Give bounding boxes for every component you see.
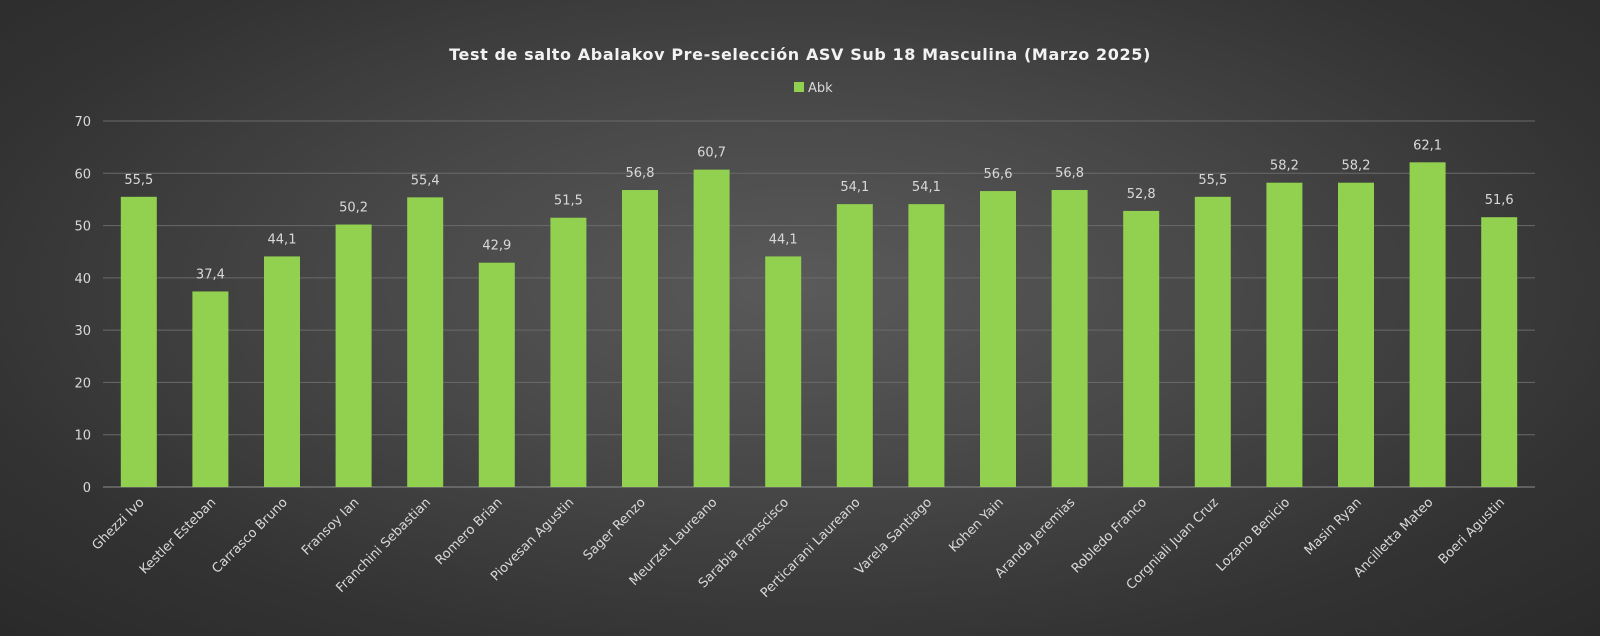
bar <box>693 169 730 487</box>
data-label: 56,8 <box>1055 166 1084 181</box>
bar <box>1194 196 1231 488</box>
bar <box>980 191 1016 487</box>
data-label: 37,4 <box>196 267 225 282</box>
x-tick-label: Kohen Yain <box>946 495 1006 555</box>
bar <box>622 190 658 487</box>
bar <box>1481 217 1518 487</box>
gridlines <box>103 120 1535 488</box>
x-tick-label: Varela Santiago <box>853 495 936 578</box>
data-label: 52,8 <box>1127 187 1156 202</box>
data-label: 56,8 <box>626 166 655 181</box>
data-label: 55,5 <box>124 173 153 188</box>
y-tick-label: 30 <box>74 324 91 339</box>
data-label: 58,2 <box>1270 159 1299 174</box>
data-label: 58,2 <box>1342 159 1371 174</box>
x-tick-label: Boeri Agustin <box>1436 495 1508 567</box>
chart-legend: Abk <box>794 81 833 96</box>
bar <box>1338 182 1374 487</box>
legend-swatch <box>794 82 804 92</box>
bar <box>765 256 802 487</box>
x-tick-label: Aranda Jeremias <box>992 495 1078 581</box>
x-tick-label: Lozano Benicio <box>1214 495 1294 575</box>
data-label: 42,9 <box>482 239 511 254</box>
bar <box>478 262 515 487</box>
data-label: 50,2 <box>339 201 368 216</box>
x-tick-label: Fransoy Ian <box>299 495 362 558</box>
bar <box>192 291 229 487</box>
x-tick-label: Sager Renzo <box>581 495 649 563</box>
data-label: 54,1 <box>840 180 869 195</box>
bar <box>335 224 372 488</box>
bar <box>1409 162 1446 487</box>
x-tick-label: Kestler Esteban <box>137 495 219 577</box>
data-label: 44,1 <box>769 232 798 247</box>
y-tick-label: 60 <box>74 167 91 182</box>
data-label: 60,7 <box>697 146 726 161</box>
data-labels: 55,5 37,4 44,1 50,2 55,4 42,9 51,5 56,8 60,7 44,1… <box>124 138 1513 282</box>
bars <box>120 162 1518 488</box>
data-label: 55,5 <box>1198 173 1227 188</box>
legend-label: Abk <box>808 81 833 96</box>
bar <box>120 196 157 488</box>
x-tick-label: Carrasco Bruno <box>209 495 290 576</box>
x-tick-label: Ancilletta Mateo <box>1351 495 1436 580</box>
x-tick-label: Robledo Franco <box>1069 495 1150 576</box>
x-tick-label: Masin Ryan <box>1302 495 1365 558</box>
data-label: 44,1 <box>268 232 297 247</box>
y-tick-label: 70 <box>74 115 91 130</box>
y-tick-label: 0 <box>83 481 91 496</box>
x-tick-label: Romero Brian <box>433 495 506 568</box>
data-label: 51,5 <box>554 194 583 209</box>
bar <box>836 204 873 488</box>
y-axis: 0 10 20 30 40 50 60 70 <box>74 115 91 496</box>
bar <box>1051 190 1088 487</box>
bar <box>550 217 587 487</box>
data-label: 55,4 <box>411 173 440 188</box>
data-label: 54,1 <box>912 180 941 195</box>
bar <box>1266 182 1303 487</box>
data-label: 62,1 <box>1413 138 1442 153</box>
bar <box>264 256 300 487</box>
data-label: 51,6 <box>1485 193 1514 208</box>
y-tick-label: 40 <box>74 272 91 287</box>
y-tick-label: 50 <box>74 220 91 235</box>
y-tick-label: 10 <box>74 429 91 444</box>
x-tick-label: Ghezzi Ivo <box>90 495 148 553</box>
y-tick-label: 20 <box>74 376 91 391</box>
chart-title: Test de salto Abalakov Pre-selección ASV… <box>449 45 1151 64</box>
bar <box>1123 210 1160 487</box>
bar <box>407 197 444 487</box>
bar <box>908 204 945 488</box>
data-label: 56,6 <box>984 167 1013 182</box>
